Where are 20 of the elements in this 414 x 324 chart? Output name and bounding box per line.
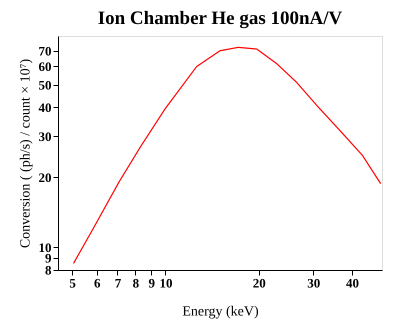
x-tick-label: 9 <box>148 276 156 290</box>
x-tick-label: 30 <box>307 276 320 290</box>
x-axis-title: Energy (keV) <box>182 304 259 320</box>
y-tick-label: 10 <box>38 240 52 255</box>
x-tick-label: 20 <box>252 276 266 290</box>
x-tick-label: 10 <box>159 276 172 290</box>
chart-title: Ion Chamber He gas 100nA/V <box>98 8 343 29</box>
y-axis-title: Conversion ( (ph/s) / count × 10⁷) <box>18 58 34 248</box>
y-tick-label: 60 <box>38 58 52 74</box>
y-tick-label: 20 <box>38 170 52 185</box>
x-tick-label: 6 <box>94 276 101 290</box>
x-tick-label: 5 <box>69 276 76 290</box>
y-tick-label: 30 <box>38 128 52 144</box>
x-tick-label: 8 <box>132 276 140 290</box>
y-tick-label: 50 <box>38 77 52 92</box>
x-tick-label: 40 <box>346 276 359 290</box>
y-tick-label: 70 <box>38 43 52 58</box>
y-tick-label: 40 <box>38 100 52 115</box>
x-tick-label: 7 <box>114 276 122 290</box>
y-tick-label: 8 <box>45 262 52 278</box>
